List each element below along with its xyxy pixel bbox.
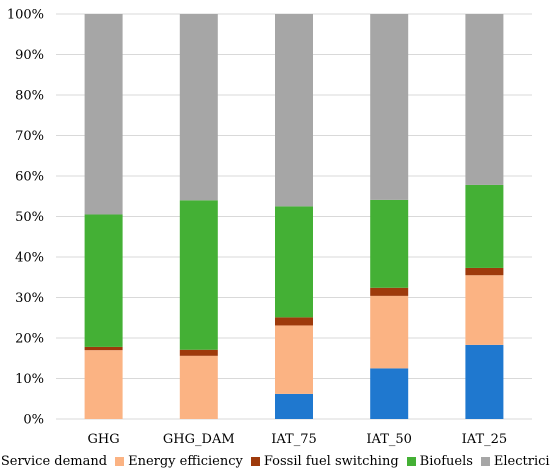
y-tick-label: 20% bbox=[15, 332, 44, 347]
bar-segment bbox=[84, 214, 123, 347]
legend-item: Electricity bbox=[480, 453, 550, 469]
y-tick-label: 70% bbox=[15, 129, 44, 144]
bar-segment bbox=[465, 275, 504, 345]
legend-label: Biofuels bbox=[419, 453, 473, 469]
bar-stack-GHG bbox=[84, 14, 123, 419]
legend-label: Service demand bbox=[0, 453, 108, 469]
bar-segment bbox=[370, 295, 409, 369]
bar-segment bbox=[465, 184, 504, 268]
bar-segment bbox=[179, 200, 218, 350]
bar-segment bbox=[84, 346, 123, 351]
bar-segment bbox=[275, 317, 313, 326]
bar-segment bbox=[179, 349, 218, 356]
x-tick-label: IAT_25 bbox=[462, 432, 508, 447]
legend: Service demand Energy efficiency Fossil fu… bbox=[0, 450, 550, 472]
bar-segment bbox=[179, 355, 218, 419]
bar-stack-GHG_DAM bbox=[179, 14, 218, 419]
bar-stack-IAT_50 bbox=[370, 14, 409, 419]
legend-item: Energy efficiency bbox=[115, 454, 243, 469]
y-tick-label: 30% bbox=[15, 291, 44, 306]
x-tick-label: GHG bbox=[88, 432, 120, 447]
bar-segment bbox=[179, 14, 218, 201]
legend-swatch bbox=[115, 456, 125, 466]
y-tick-label: 100% bbox=[7, 8, 44, 23]
y-tick-label: 60% bbox=[15, 170, 44, 185]
legend-swatch bbox=[406, 456, 416, 466]
bar-segment bbox=[465, 14, 504, 185]
legend-item: Service demand bbox=[0, 454, 107, 469]
y-tick-label: 90% bbox=[15, 48, 44, 63]
x-axis-tick-labels: GHG GHG_DAM IAT_75 IAT_50 IAT_25 bbox=[88, 432, 508, 447]
legend-swatch bbox=[480, 456, 490, 466]
y-tick-label: 40% bbox=[15, 251, 44, 266]
legend-item: Fossil fuel switching bbox=[250, 453, 399, 469]
legend-item: Biofuels bbox=[406, 453, 473, 469]
y-tick-label: 0% bbox=[23, 413, 44, 428]
bar-segment bbox=[370, 287, 409, 296]
y-tick-label: 80% bbox=[15, 89, 44, 104]
bar-stack-IAT_75 bbox=[275, 14, 313, 419]
bar-segment bbox=[275, 14, 313, 207]
bar-segment bbox=[275, 325, 313, 394]
bar-segment bbox=[370, 368, 409, 419]
bar-segment bbox=[465, 344, 504, 419]
legend-swatch bbox=[250, 456, 260, 466]
bar-segment bbox=[84, 14, 123, 215]
legend-label: Fossil fuel switching bbox=[263, 453, 399, 469]
y-tick-label: 50% bbox=[15, 210, 44, 225]
bar-segment bbox=[370, 199, 409, 288]
bar-segment bbox=[84, 350, 123, 419]
bar-segment bbox=[370, 14, 409, 200]
x-tick-label: IAT_50 bbox=[366, 432, 412, 447]
x-tick-label: GHG_DAM bbox=[163, 432, 235, 447]
y-tick-label: 10% bbox=[15, 372, 44, 387]
bars bbox=[84, 14, 504, 419]
legend-label: Electricity bbox=[493, 453, 550, 469]
legend-label: Energy efficiency bbox=[128, 453, 243, 469]
bar-segment bbox=[465, 267, 504, 276]
bar-segment bbox=[275, 206, 313, 318]
y-axis-tick-labels: 0% 10% 20% 30% 40% 50% 60% 70% 80% 90% 100% bbox=[7, 8, 44, 428]
x-tick-label: IAT_75 bbox=[271, 432, 317, 447]
bar-stack-IAT_25 bbox=[465, 14, 504, 419]
bar-segment bbox=[275, 393, 313, 419]
